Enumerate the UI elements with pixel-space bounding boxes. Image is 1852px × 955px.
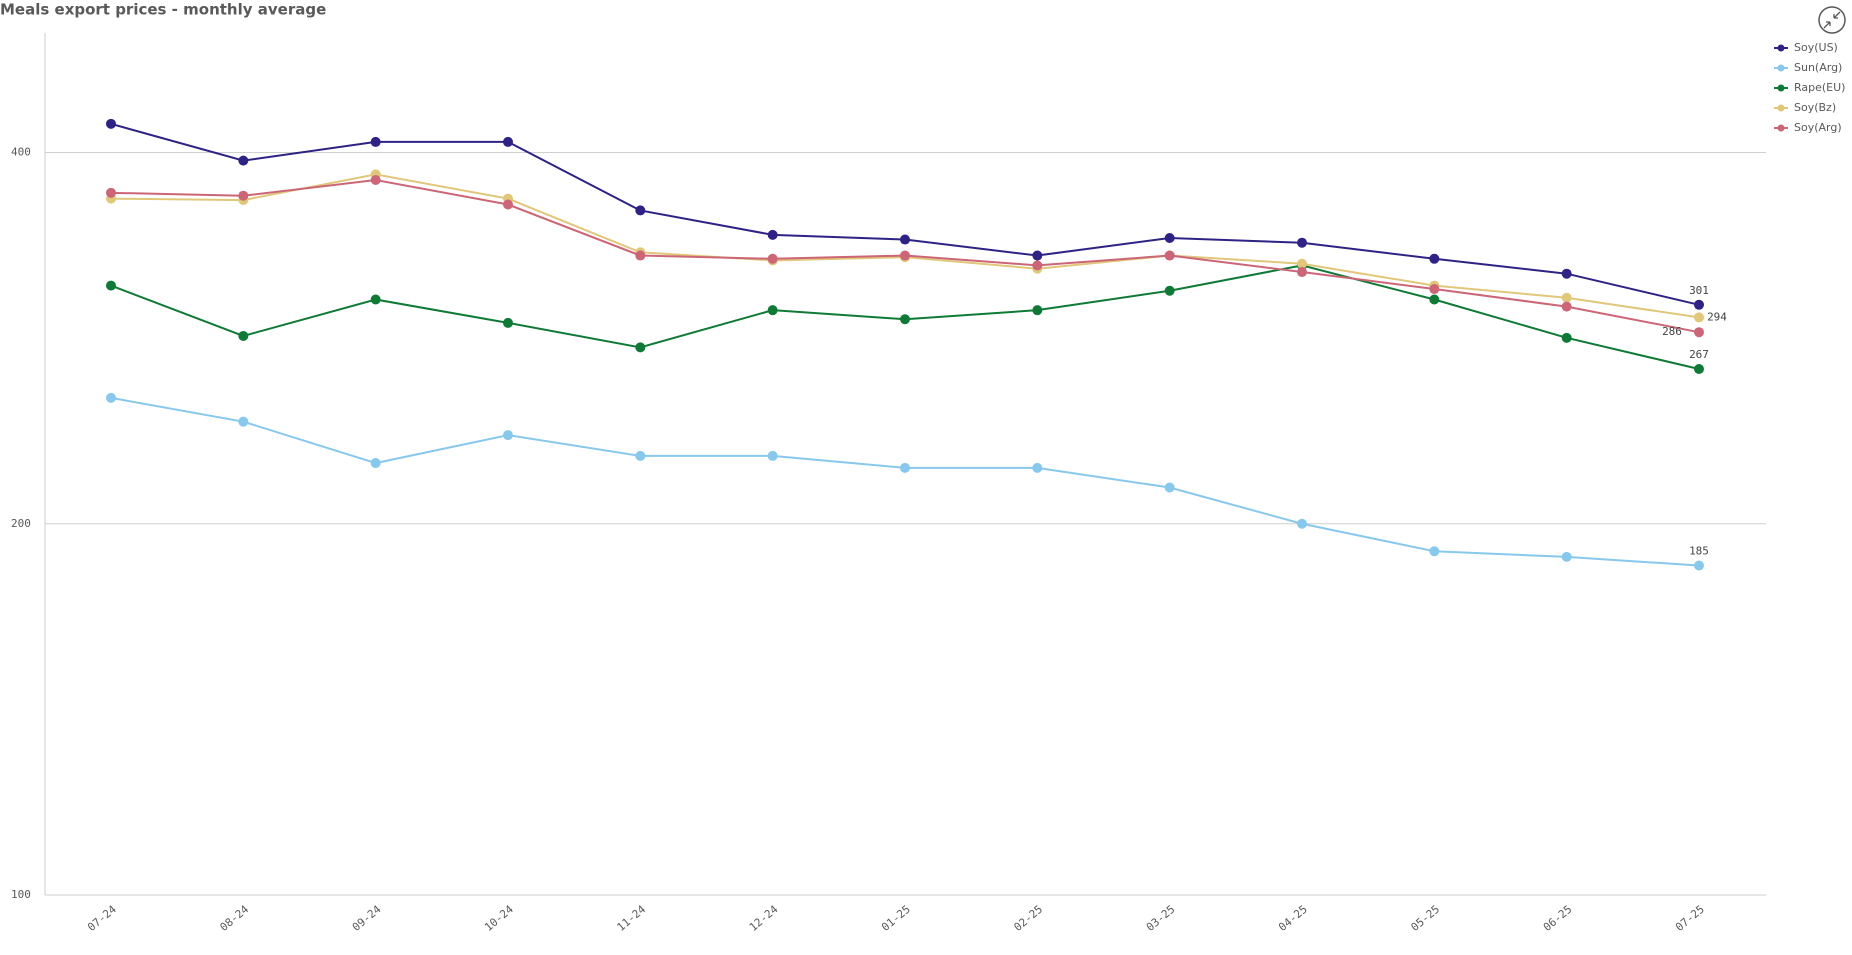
point — [900, 314, 910, 325]
point — [106, 392, 116, 403]
point — [1164, 232, 1175, 243]
point — [767, 450, 778, 461]
point — [1297, 267, 1307, 278]
x-tick-label: 08-24 — [217, 902, 251, 933]
point — [1694, 560, 1704, 571]
legend-label[interactable]: Soy(Arg) — [1794, 121, 1842, 134]
x-tick-label: 05-25 — [1408, 903, 1442, 934]
point — [635, 450, 646, 461]
chart-title: Meals export prices - monthly average — [0, 1, 326, 19]
legend-label[interactable]: Soy(US) — [1794, 41, 1838, 54]
point — [1032, 250, 1043, 261]
x-tick-label: 03-25 — [1144, 903, 1178, 934]
point — [1297, 237, 1307, 248]
x-tick-label: 04-25 — [1276, 903, 1310, 934]
point — [106, 280, 116, 291]
point — [1297, 518, 1307, 529]
point — [1694, 364, 1704, 375]
x-tick-label: 02-25 — [1011, 903, 1045, 934]
point — [106, 118, 116, 129]
point — [370, 458, 381, 469]
value-label: 301 — [1689, 284, 1709, 297]
point — [238, 190, 249, 201]
x-tick-label: 12-24 — [747, 902, 781, 933]
value-label: 294 — [1707, 310, 1727, 323]
point — [1429, 294, 1440, 305]
point — [635, 342, 646, 353]
y-tick-label: 200 — [11, 517, 31, 530]
point — [1561, 332, 1572, 343]
point — [370, 174, 381, 185]
point — [1164, 285, 1175, 296]
point — [1694, 312, 1704, 323]
point — [1694, 299, 1704, 310]
series-line — [110, 396, 1700, 567]
y-tick-label: 100 — [11, 888, 31, 901]
point — [1032, 305, 1043, 316]
point — [1561, 292, 1572, 303]
point — [1429, 253, 1440, 264]
legend-marker[interactable] — [1777, 84, 1785, 92]
x-tick-label: 09-24 — [350, 902, 384, 933]
point — [503, 317, 513, 328]
point — [106, 187, 116, 198]
point — [900, 234, 910, 245]
point — [1561, 268, 1572, 279]
point — [767, 305, 778, 316]
x-tick-label: 01-25 — [879, 903, 913, 934]
point — [503, 199, 513, 210]
point — [900, 462, 910, 473]
point — [1164, 482, 1175, 493]
legend-marker[interactable] — [1777, 44, 1785, 52]
point — [1561, 301, 1572, 312]
point — [238, 155, 249, 166]
point — [238, 416, 249, 427]
point — [1429, 546, 1440, 557]
point — [1032, 462, 1043, 473]
x-tick-label: 11-24 — [614, 902, 648, 933]
legend-marker[interactable] — [1777, 64, 1785, 72]
x-tick-label: 07-24 — [85, 902, 119, 933]
y-tick-label: 400 — [11, 146, 31, 159]
x-tick-label: 10-24 — [482, 902, 516, 933]
point — [370, 136, 381, 147]
x-tick-label: 07-25 — [1673, 903, 1707, 934]
value-label: 286 — [1662, 325, 1682, 338]
point — [1297, 258, 1307, 269]
point — [900, 250, 910, 261]
point — [1561, 551, 1572, 562]
legend-marker[interactable] — [1777, 124, 1785, 132]
minimize-button[interactable] — [1818, 6, 1846, 34]
point — [1032, 260, 1043, 271]
point — [1164, 250, 1175, 261]
point — [1694, 327, 1704, 338]
legend-label[interactable]: Sun(Arg) — [1794, 61, 1842, 74]
point — [238, 330, 249, 341]
point — [767, 229, 778, 240]
point — [503, 136, 513, 147]
point — [503, 430, 513, 441]
value-label: 267 — [1689, 348, 1709, 361]
series-line — [110, 122, 1700, 306]
legend-marker[interactable] — [1777, 104, 1785, 112]
point — [635, 250, 646, 261]
series-line — [110, 173, 1700, 319]
point — [767, 253, 778, 264]
value-label: 185 — [1689, 545, 1709, 558]
point — [635, 205, 646, 216]
point — [370, 294, 381, 305]
point — [1429, 284, 1440, 295]
legend-label[interactable]: Soy(Bz) — [1794, 101, 1836, 114]
legend-label[interactable]: Rape(EU) — [1794, 81, 1845, 94]
x-tick-label: 06-25 — [1541, 903, 1575, 934]
